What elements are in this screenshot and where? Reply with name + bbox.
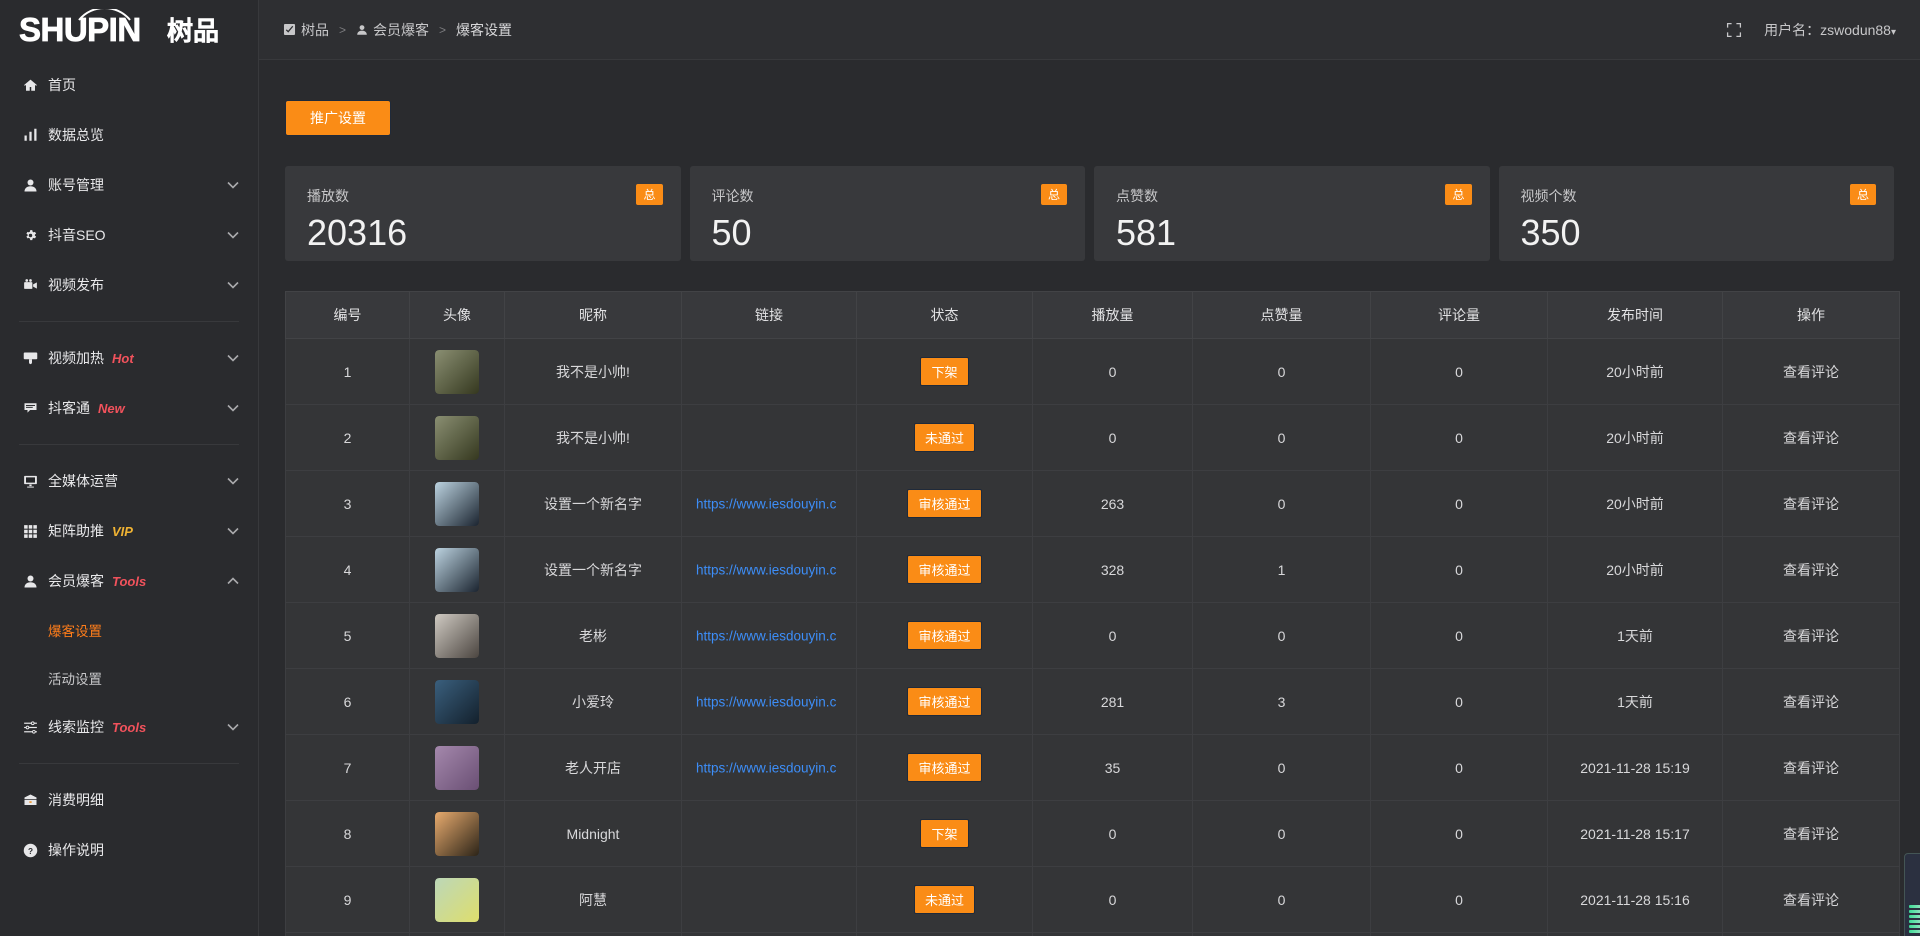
- svg-text:树品: 树品: [167, 16, 219, 46]
- svg-text:SHUPIN: SHUPIN: [19, 11, 141, 48]
- svg-text:?: ?: [28, 846, 33, 855]
